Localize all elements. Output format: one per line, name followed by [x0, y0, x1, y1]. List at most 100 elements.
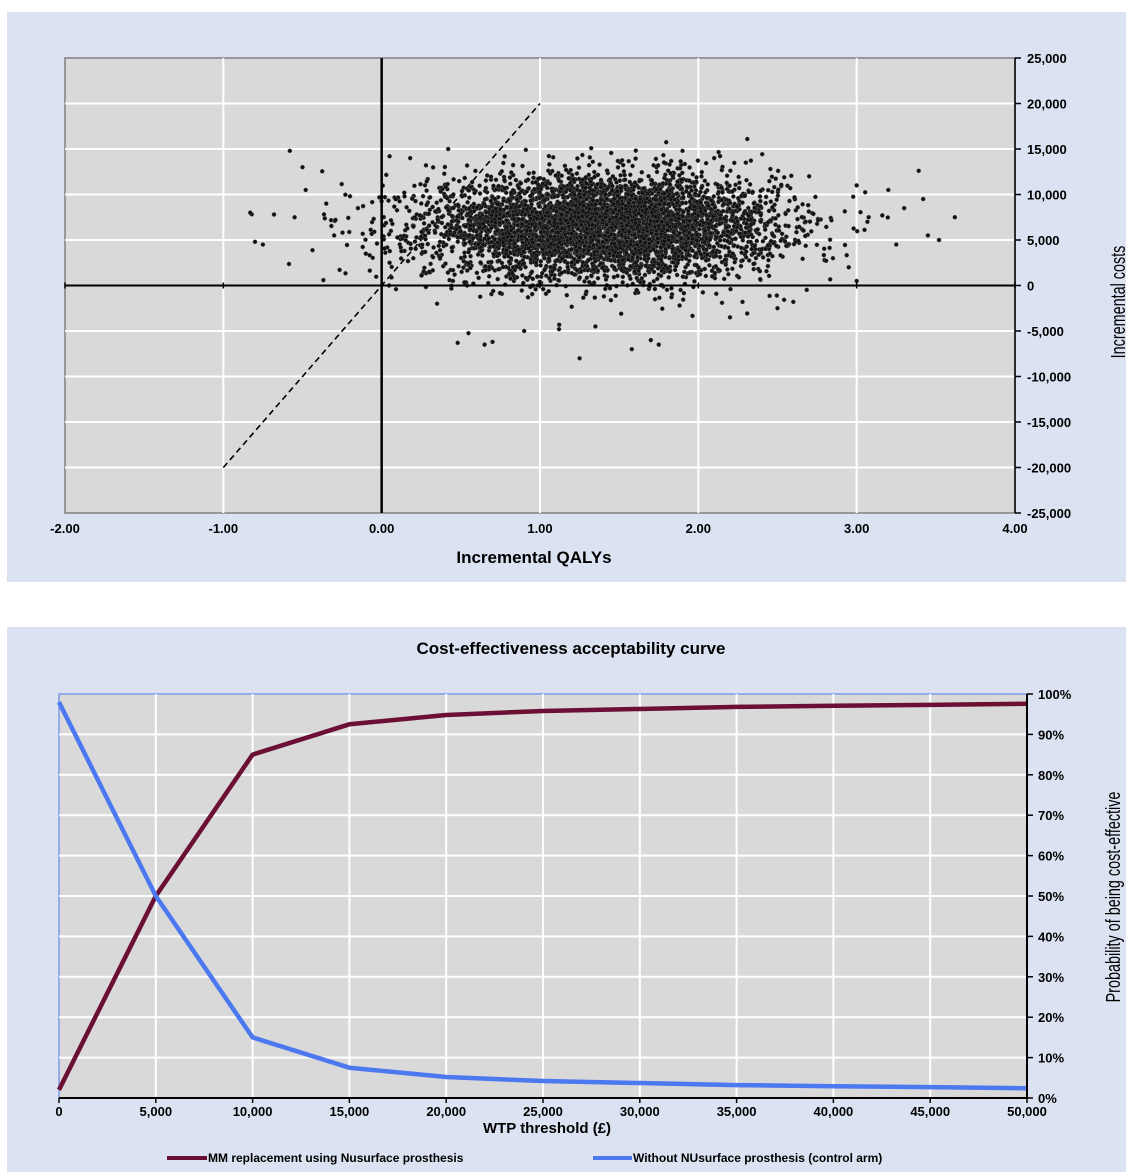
scatter-point — [916, 168, 922, 174]
scatter-point — [633, 260, 638, 265]
scatter-point — [681, 219, 686, 224]
scatter-point — [693, 218, 698, 223]
scatter-point — [619, 157, 625, 163]
scatter-point — [631, 251, 637, 257]
scatter-point — [642, 240, 648, 246]
scatter-point — [559, 173, 565, 178]
scatter-point — [585, 258, 591, 263]
scatter-point — [502, 177, 507, 183]
scatter-point — [531, 175, 536, 180]
scatter-point — [768, 199, 774, 204]
scatter-point — [608, 150, 614, 156]
scatter-point — [481, 201, 487, 207]
scatter-point — [455, 202, 461, 208]
scatter-point — [799, 214, 805, 220]
scatter-point — [543, 203, 548, 209]
scatter-point — [627, 179, 633, 185]
scatter-point — [449, 213, 455, 219]
scatter-point — [684, 188, 689, 194]
scatter-point — [629, 224, 635, 230]
scatter-point — [706, 203, 711, 209]
scatter-point — [673, 263, 679, 269]
scatter-point — [590, 159, 596, 165]
scatter-point — [637, 239, 643, 244]
scatter-point — [471, 245, 477, 251]
scatter-point — [710, 249, 716, 254]
scatter-point — [486, 264, 492, 270]
scatter-point — [565, 264, 570, 270]
scatter-point — [811, 211, 816, 217]
scatter-point — [520, 209, 526, 215]
scatter-point — [580, 152, 585, 158]
scatter-point — [391, 204, 397, 209]
scatter-point — [595, 172, 601, 178]
scatter-point — [637, 264, 643, 270]
scatter-point — [711, 194, 717, 199]
scatter-point — [694, 262, 699, 268]
scatter-point — [449, 245, 455, 250]
scatter-point — [399, 248, 404, 254]
scatter-point — [598, 254, 604, 260]
scatter-point — [537, 237, 542, 243]
scatter-point — [720, 208, 726, 214]
scatter-point — [509, 270, 515, 276]
scatter-point — [552, 248, 558, 253]
scatter-point — [661, 160, 667, 165]
scatter-point — [450, 232, 456, 238]
scatter-point — [728, 286, 733, 292]
scatter-point — [735, 224, 740, 230]
scatter-point — [661, 191, 667, 196]
scatter-point — [605, 230, 610, 235]
scatter-point — [401, 233, 407, 239]
scatter-point — [678, 159, 684, 164]
scatter-point — [659, 228, 665, 234]
scatter-point — [540, 181, 546, 186]
scatter-point — [451, 192, 456, 197]
scatter-point — [466, 330, 471, 336]
scatter-point — [412, 214, 417, 220]
scatter-point — [562, 232, 568, 237]
scatter-point — [642, 253, 648, 258]
scatter-point — [421, 221, 427, 226]
scatter-point — [755, 227, 761, 232]
scatter-point — [666, 244, 672, 249]
scatter-point — [664, 221, 670, 227]
scatter-point — [419, 273, 424, 278]
scatter-point — [653, 156, 659, 162]
scatter-point — [432, 209, 438, 214]
scatter-point — [680, 245, 686, 250]
scatter-point — [389, 275, 394, 280]
scatter-point — [769, 174, 775, 179]
scatter-point — [717, 254, 723, 260]
scatter-point — [555, 257, 561, 263]
scatter-point — [795, 205, 801, 210]
scatter-point — [593, 217, 599, 223]
scatter-point — [591, 242, 596, 248]
scatter-point — [595, 181, 600, 187]
scatter-point — [573, 203, 579, 208]
scatter-point — [466, 195, 472, 200]
scatter-point — [737, 180, 742, 185]
scatter-point — [592, 169, 597, 175]
scatter-point — [495, 276, 501, 282]
scatter-point — [550, 189, 555, 194]
scatter-point — [493, 177, 499, 183]
scatter-point — [370, 255, 376, 261]
scatter-point — [574, 171, 580, 176]
scatter-point — [508, 190, 514, 195]
scatter-point — [611, 265, 617, 270]
scatter-point — [528, 198, 533, 203]
scatter-point — [765, 243, 771, 248]
scatter-point — [514, 212, 520, 217]
scatter-point — [699, 174, 704, 179]
scatter-point — [321, 277, 326, 283]
scatter-point — [775, 168, 781, 174]
scatter-point — [724, 180, 730, 186]
scatter-point — [585, 267, 591, 273]
scatter-point — [363, 237, 368, 242]
scatter-point — [776, 224, 782, 229]
scatter-point — [744, 177, 749, 183]
scatter-point — [589, 273, 594, 279]
scatter-point — [430, 165, 436, 170]
scatter-point — [632, 268, 637, 274]
